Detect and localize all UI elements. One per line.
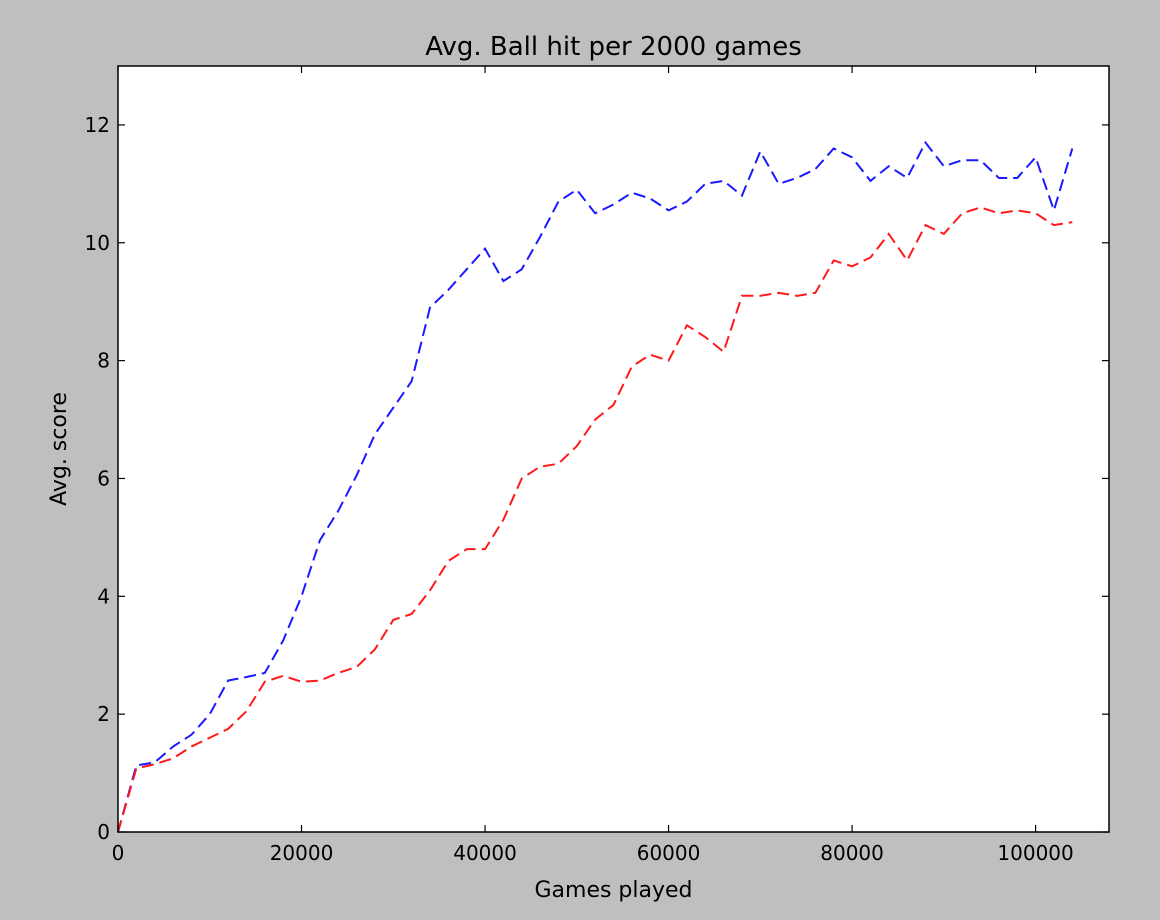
plot-area [118, 66, 1109, 832]
plot-frame [117, 65, 1110, 833]
y-axis-label: Avg. score [47, 392, 72, 506]
x-tick-label: 60000 [637, 841, 701, 865]
series-line-1 [117, 140, 1074, 833]
x-tick-label: 40000 [453, 841, 517, 865]
y-tick-label: 8 [97, 349, 110, 373]
x-axis-label: Games played [534, 878, 692, 903]
chart-title: Avg. Ball hit per 2000 games [425, 32, 802, 62]
y-tick-label: 4 [97, 584, 110, 608]
y-tick-label: 12 [85, 113, 110, 137]
y-tick-label: 2 [97, 702, 110, 726]
y-tick-label: 10 [85, 231, 110, 255]
x-tick-label: 20000 [270, 841, 334, 865]
series-layer [117, 140, 1074, 833]
x-tick-label: 80000 [820, 841, 884, 865]
x-tick-label: 0 [112, 841, 125, 865]
tick-layer: 0 20000 40000 60000 80000 100000 0 2 4 6 8 10 12 [85, 66, 1109, 865]
y-tick-label: 0 [97, 820, 110, 844]
y-tick-label: 6 [97, 466, 110, 490]
x-tick-label: 100000 [997, 841, 1073, 865]
series-line-2 [117, 206, 1073, 833]
